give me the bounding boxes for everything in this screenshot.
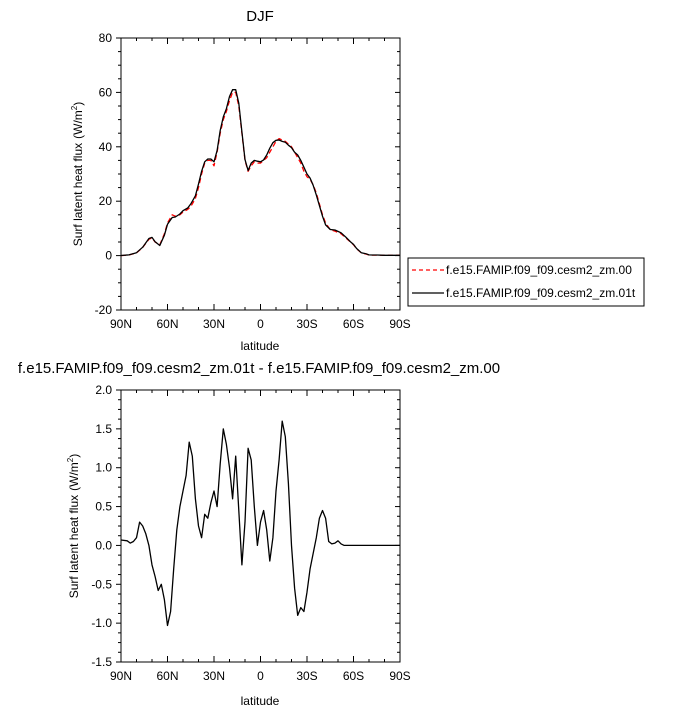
top-series-line-0 (120, 91, 400, 257)
top-chart-title: DJF (246, 8, 274, 25)
bottom-y-axis-label-close: ) (67, 454, 81, 458)
top-y-axis-label-main: Surf latent heat flux (71, 143, 85, 246)
top-chart-panel: DJF 90N 60N 30N 0 30S 60S 90S -20 0 20 40 60 80 lat… (70, 8, 411, 353)
bottom-y-tick-label: 1.5 (95, 422, 112, 436)
bottom-x-axis-label: latitude (241, 694, 280, 708)
top-y-axis-label-sup: 2 (70, 105, 79, 110)
top-series-lines (120, 89, 400, 257)
bottom-x-ticks: 90N 60N 30N 0 30S 60S 90S (110, 390, 411, 683)
bottom-y-axis-label-main: Surf latent heat flux (67, 495, 81, 598)
bottom-y-tick-label: 0.0 (95, 538, 112, 552)
bottom-y-axis-label-sup: 2 (66, 457, 75, 462)
bottom-y-tick-label: 0.5 (95, 500, 112, 514)
bottom-y-tick-label: -0.5 (91, 577, 112, 591)
bottom-y-tick-label: -1.5 (91, 655, 112, 669)
legend: f.e15.FAMIP.f09_f09.cesm2_zm.00 f.e15.FA… (407, 257, 645, 307)
top-y-axis-label-close: ) (71, 102, 85, 106)
top-x-tick-label: 30S (296, 317, 317, 331)
top-y-axis-label: Surf latent heat flux (W/m2) (70, 102, 85, 247)
top-chart-frame (120, 37, 401, 311)
top-series-line-1 (120, 89, 400, 257)
top-y-ticks: -20 0 20 40 60 80 (95, 31, 400, 317)
top-x-tick-label: 60N (156, 317, 178, 331)
bottom-y-axis-label-unit: (W/m (67, 462, 81, 491)
legend-label-1: f.e15.FAMIP.f09_f09.cesm2_zm.01t (446, 286, 636, 300)
bottom-chart-title: f.e15.FAMIP.f09_f09.cesm2_zm.01t - f.e15… (18, 360, 500, 377)
bottom-y-tick-label: 1.0 (95, 461, 112, 475)
bottom-x-tick-label: 0 (257, 669, 264, 683)
legend-box (407, 257, 645, 307)
top-x-axis-label: latitude (241, 339, 280, 353)
top-y-tick-label: 0 (105, 249, 112, 263)
bottom-x-tick-label: 30N (203, 669, 225, 683)
bottom-y-axis-label: Surf latent heat flux (W/m2) (66, 454, 81, 599)
bottom-chart-panel: f.e15.FAMIP.f09_f09.cesm2_zm.01t - f.e15… (18, 360, 500, 708)
top-x-tick-label: 0 (257, 317, 264, 331)
bottom-x-tick-label: 60S (343, 669, 364, 683)
legend-label-0: f.e15.FAMIP.f09_f09.cesm2_zm.00 (446, 263, 632, 277)
bottom-x-tick-label: 60N (156, 669, 178, 683)
bottom-x-tick-label: 30S (296, 669, 317, 683)
top-y-tick-label: 60 (99, 85, 113, 99)
top-y-tick-label: 20 (99, 194, 113, 208)
top-y-tick-label: -20 (95, 303, 113, 317)
bottom-series-lines (120, 420, 400, 627)
top-x-tick-label: 30N (203, 317, 225, 331)
top-y-tick-label: 80 (99, 31, 113, 45)
top-x-tick-label: 90S (389, 317, 410, 331)
top-y-tick-label: 40 (99, 140, 113, 154)
bottom-series-line-0 (120, 420, 400, 627)
bottom-x-tick-label: 90S (389, 669, 410, 683)
bottom-y-tick-label: 2.0 (95, 383, 112, 397)
top-x-tick-label: 60S (343, 317, 364, 331)
bottom-y-tick-label: -1.0 (91, 616, 112, 630)
top-x-tick-label: 90N (110, 317, 132, 331)
top-x-ticks: 90N 60N 30N 0 30S 60S 90S (110, 38, 411, 331)
top-y-axis-label-unit: (W/m (71, 110, 85, 139)
bottom-x-tick-label: 90N (110, 669, 132, 683)
bottom-y-ticks: -1.5 -1.0 -0.5 0.0 0.5 1.0 1.5 2.0 (91, 383, 400, 669)
